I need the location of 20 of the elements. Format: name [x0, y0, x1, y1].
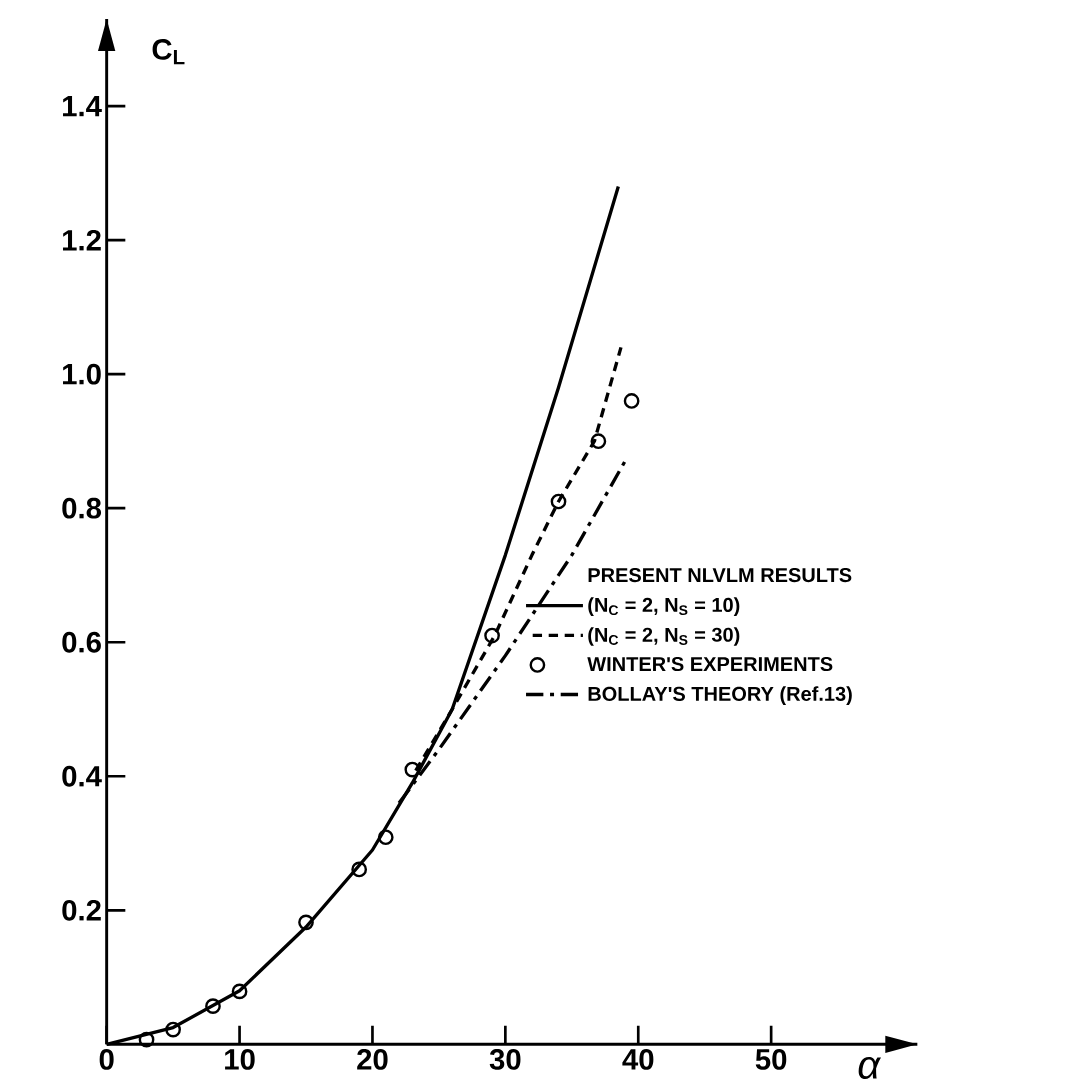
x-tick-label: 10: [225, 1049, 255, 1070]
y-tick-label: 1.4: [63, 96, 102, 117]
y-tick-label: 0.8: [62, 497, 102, 519]
legend-label: WINTER'S EXPERIMENTS: [587, 656, 833, 672]
x-tick-label: 40: [622, 1049, 654, 1070]
y-axis-title: C$_{L}$: [152, 39, 185, 65]
x-tick-label: 0: [99, 1049, 114, 1070]
legend-label: (N$_{C}$ = 2, N$_{S}$ = 30): [588, 627, 740, 646]
y-tick-label: 0.6: [62, 631, 101, 653]
y-tick-label: 1.0: [63, 363, 101, 385]
y-tick-label: 0.2: [62, 899, 101, 921]
x-tick-label: 20: [357, 1049, 388, 1070]
x-tick-label: 50: [755, 1049, 787, 1070]
x-axis-title: α: [858, 1057, 882, 1079]
x-tick-label: 30: [489, 1049, 521, 1070]
legend-label: BOLLAY'S THEORY (Ref.13): [588, 686, 852, 705]
legend-title: PRESENT NLVLM RESULTS: [588, 568, 852, 583]
legend-label: (N$_{C}$ = 2, N$_{S}$ = 10): [588, 597, 740, 616]
y-tick-label: 1.2: [63, 229, 101, 251]
y-tick-label: 0.4: [62, 765, 102, 787]
